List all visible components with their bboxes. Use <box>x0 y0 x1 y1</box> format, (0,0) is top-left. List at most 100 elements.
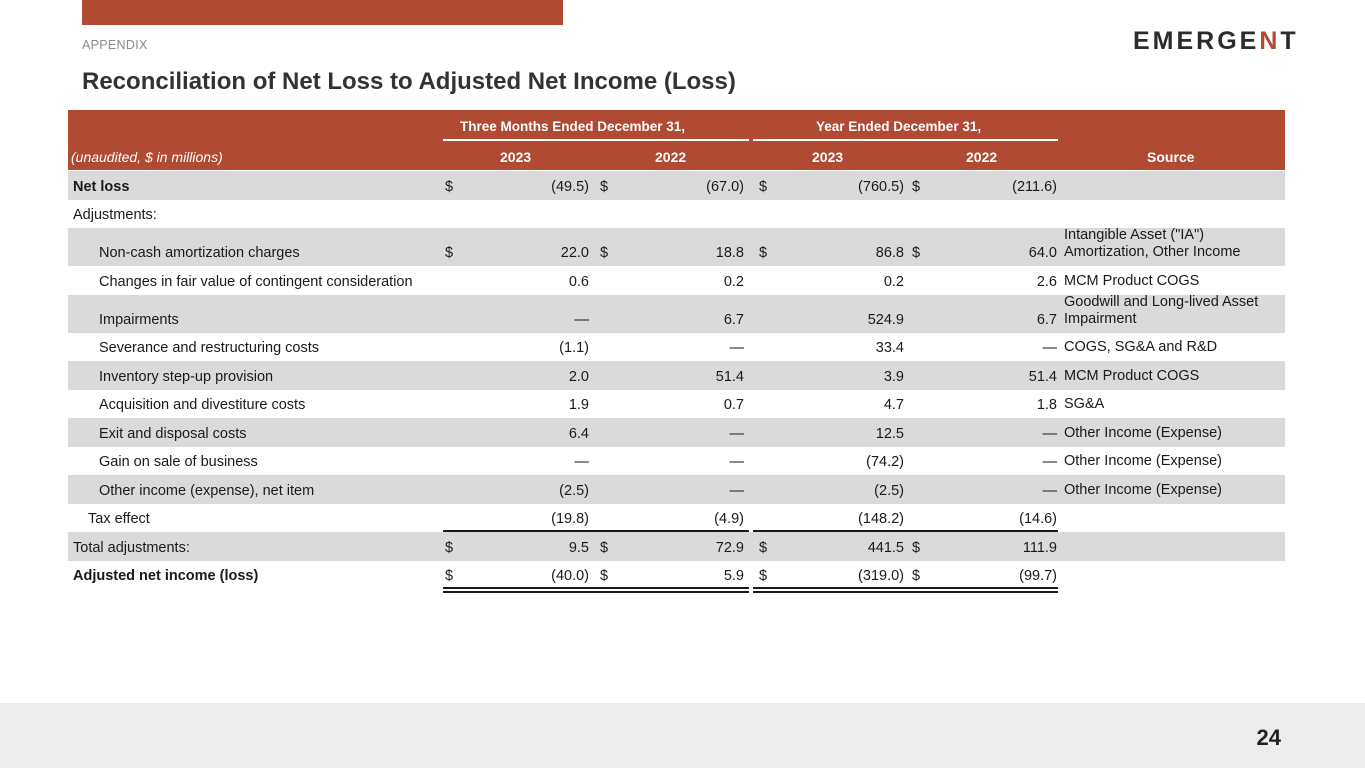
source-cell: MCM Product COGS <box>1064 272 1200 289</box>
row-label: Total adjustments: <box>73 539 190 556</box>
source-cell: MCM Product COGS <box>1064 367 1200 384</box>
value-cell: (49.5) <box>551 178 589 195</box>
value-cell: 22.0 <box>560 245 589 261</box>
dollar-sign: $ <box>600 539 609 556</box>
value-cell: (2.5) <box>559 482 589 499</box>
value-cell: (319.0) <box>858 568 904 584</box>
source-header: Source <box>1147 149 1195 165</box>
source-cell: Other Income (Expense) <box>1064 481 1222 498</box>
value-cell: — <box>729 454 745 470</box>
value-cell: (74.2) <box>866 454 904 470</box>
dollar-sign: $ <box>445 178 454 195</box>
value-cell: 1.9 <box>568 397 589 413</box>
source-cell: Intangible Asset ("IA") Amortization, Ot… <box>1064 227 1241 260</box>
value-cell: — <box>1042 482 1058 499</box>
value-cell: — <box>1042 425 1058 442</box>
value-cell: (1.1) <box>559 340 589 356</box>
table-row: Impairments — 6.7 524.9 6.7 Goodwill and Long… <box>68 294 1285 333</box>
row-label: Adjusted net income (loss) <box>73 568 259 584</box>
year-col-3: 2023 <box>812 149 844 165</box>
top-accent-bar <box>82 0 563 25</box>
dollar-sign: $ <box>600 178 609 195</box>
dollar-sign: $ <box>759 568 768 584</box>
value-cell: — <box>729 482 745 499</box>
source-cell: SG&A <box>1064 396 1105 412</box>
row-label: Impairments <box>99 311 179 328</box>
dollar-sign: $ <box>912 539 921 556</box>
value-cell: 5.9 <box>723 568 744 584</box>
value-cell: 64.0 <box>1028 245 1057 261</box>
value-cell: (40.0) <box>551 568 589 584</box>
value-cell: 51.4 <box>1028 368 1057 385</box>
source-cell: Goodwill and Long-lived Asset Impairment <box>1064 293 1259 327</box>
value-cell: 0.7 <box>723 397 744 413</box>
value-cell: (211.6) <box>1012 178 1057 195</box>
value-cell: 1.8 <box>1036 397 1057 413</box>
section-label: APPENDIX <box>82 38 148 52</box>
table-row: Net loss $ $ $ $ (49.5) (67.0) (760.5) (211.6) <box>68 171 1285 200</box>
row-label: Gain on sale of business <box>99 454 258 470</box>
table-row: Acquisition and divestiture costs 1.9 0.7 4… <box>68 390 1285 419</box>
table-row: Other income (expense), net item (2.5) — (2… <box>68 475 1285 504</box>
value-cell: — <box>1042 454 1058 470</box>
dollar-sign: $ <box>445 568 454 584</box>
value-cell: (99.7) <box>1019 568 1057 584</box>
value-cell: (14.6) <box>1019 511 1057 527</box>
table-row: Non-cash amortization charges $ $ $ $22.0 18.… <box>68 227 1285 266</box>
dollar-sign: $ <box>445 245 454 261</box>
value-cell: (760.5) <box>858 178 904 195</box>
dollar-sign: $ <box>912 245 921 261</box>
row-label: Net loss <box>73 178 130 195</box>
unit-label: (unaudited, $ in millions) <box>71 149 223 165</box>
table-row: Severance and restructuring costs (1.1) — 3… <box>68 333 1285 362</box>
value-cell: — <box>574 311 590 328</box>
dollar-sign: $ <box>600 245 609 261</box>
value-cell: (67.0) <box>706 178 744 195</box>
page-title: Reconciliation of Net Loss to Adjusted N… <box>82 68 736 95</box>
value-cell: 12.5 <box>875 425 904 442</box>
value-cell: 18.8 <box>715 245 744 261</box>
row-label: Tax effect <box>88 511 150 527</box>
year-col-1: 2023 <box>500 149 532 165</box>
value-cell: 33.4 <box>875 340 904 356</box>
row-label: Changes in fair value of contingent cons… <box>99 273 413 290</box>
table-header: Three Months Ended December 31, Year End… <box>68 110 1285 170</box>
value-cell: — <box>729 425 745 442</box>
value-cell: 6.7 <box>723 311 744 328</box>
table-row: Adjusted net income (loss) $ $ $ $ (40.0) 5.9 (… <box>68 561 1285 593</box>
value-cell: (2.5) <box>874 482 904 499</box>
value-cell: — <box>574 454 590 470</box>
row-label: Inventory step-up provision <box>99 368 274 385</box>
value-cell: 0.2 <box>883 273 904 290</box>
row-label: Exit and disposal costs <box>99 425 247 442</box>
value-cell: 4.7 <box>883 397 904 413</box>
value-cell: 6.4 <box>568 425 589 442</box>
group-three-months: Three Months Ended December 31, <box>460 119 686 134</box>
group-year-ended: Year Ended December 31, <box>816 119 982 134</box>
value-cell: (19.8) <box>551 511 589 527</box>
value-cell: 51.4 <box>715 368 744 385</box>
row-label: Adjustments: <box>73 207 157 223</box>
table-body: Net loss $ $ $ $ (49.5) (67.0) (760.5) (211.6) Ad… <box>68 171 1285 593</box>
table-row: Adjustments: <box>68 200 1285 229</box>
value-cell: 0.2 <box>723 273 744 290</box>
value-cell: 2.6 <box>1036 273 1057 290</box>
value-cell: 72.9 <box>715 539 744 556</box>
table-row: Tax effect (19.8) (4.9) (148.2) (14.6) <box>68 504 1285 532</box>
value-cell: (148.2) <box>858 511 904 527</box>
value-cell: 9.5 <box>568 539 589 556</box>
source-cell: COGS, SG&A and R&D <box>1064 339 1218 355</box>
dollar-sign: $ <box>912 568 921 584</box>
value-cell: 2.0 <box>568 368 589 385</box>
page-number: 24 <box>1256 725 1281 750</box>
footer: 24 <box>0 703 1365 768</box>
value-cell: 0.6 <box>568 273 589 290</box>
row-label: Other income (expense), net item <box>99 482 315 499</box>
dollar-sign: $ <box>759 245 768 261</box>
value-cell: 3.9 <box>883 368 904 385</box>
table-row: Total adjustments: $ $ $ $9.5 72.9 441.5 111.9 <box>68 532 1285 561</box>
value-cell: 86.8 <box>875 245 904 261</box>
table-row: Exit and disposal costs 6.4 — 12.5 — Other In… <box>68 418 1285 447</box>
source-cell: Other Income (Expense) <box>1064 424 1222 441</box>
value-cell: — <box>729 340 745 356</box>
